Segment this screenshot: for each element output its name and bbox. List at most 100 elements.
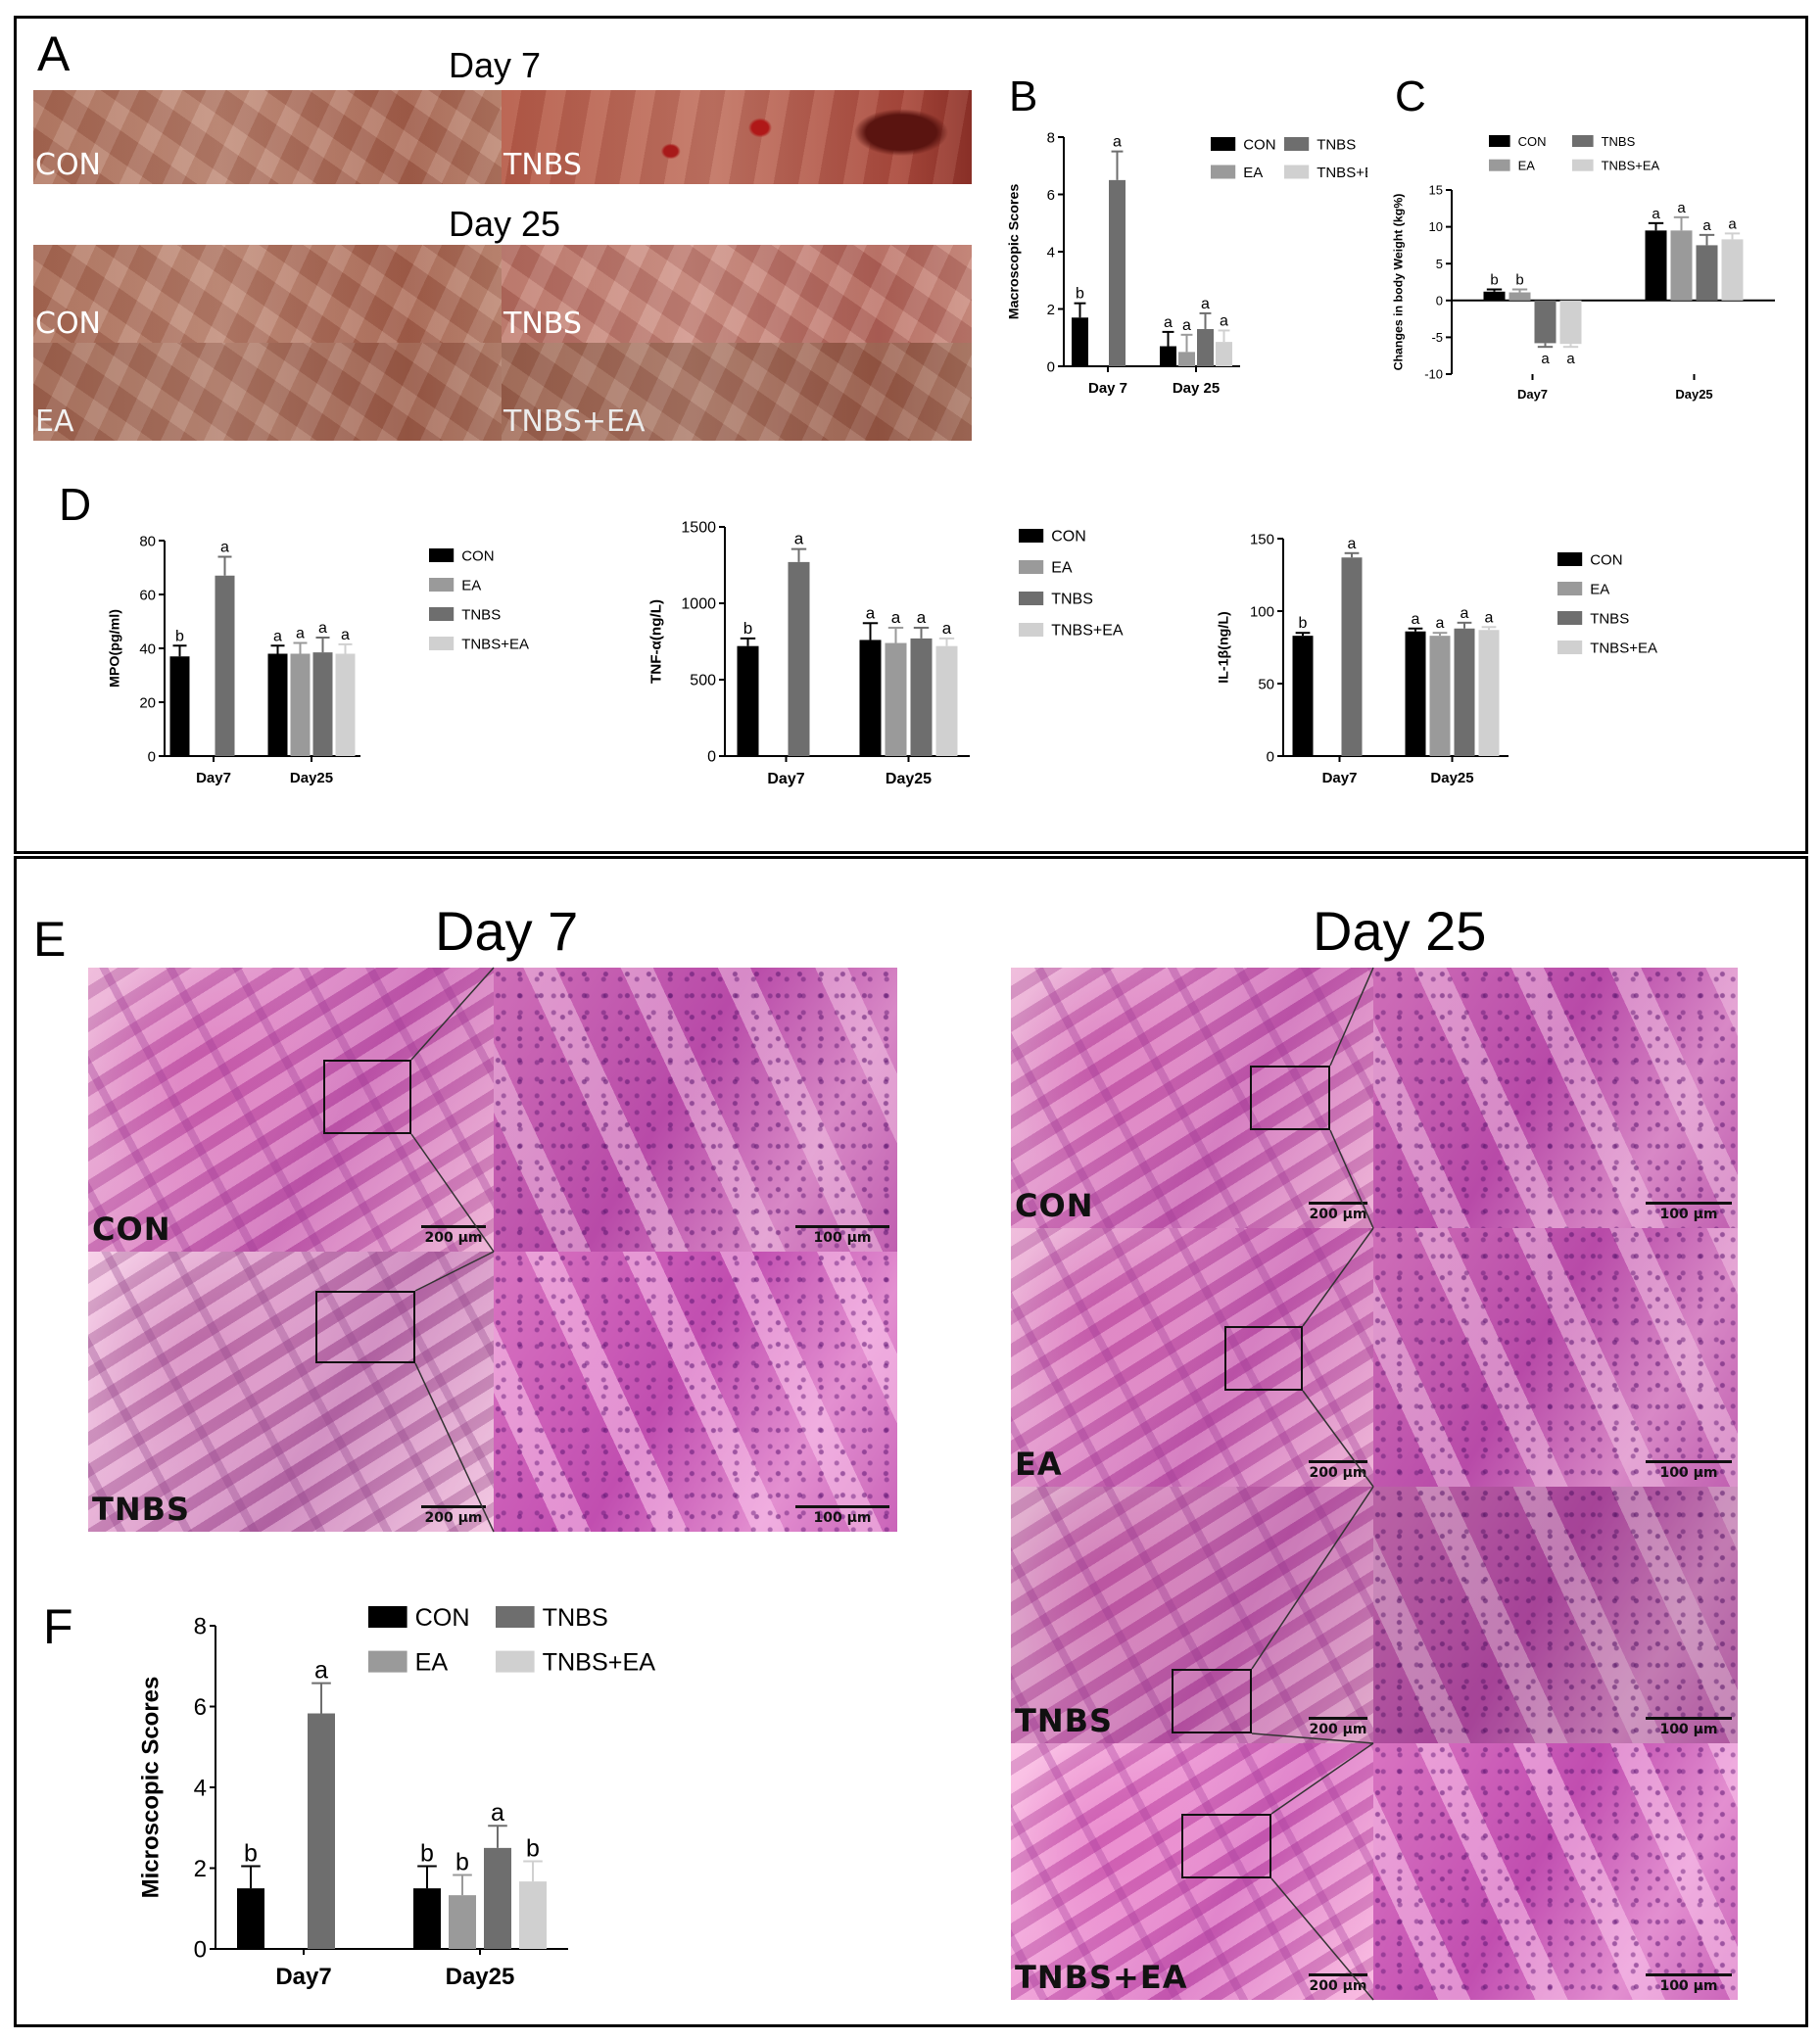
y-axis-label: TNF-α(ng/L) xyxy=(647,599,664,684)
bar xyxy=(1645,230,1667,301)
y-tick-label: 150 xyxy=(1250,531,1274,547)
y-axis-label: Macroscopic Scores xyxy=(1007,184,1023,320)
y-tick-label: 4 xyxy=(1047,244,1055,261)
significance-letter: a xyxy=(1436,615,1445,632)
scale-bar-label: 100 μm xyxy=(813,1230,872,1246)
legend-label: TNBS xyxy=(1317,137,1356,154)
scale-bar-100: 100 μm xyxy=(1646,1202,1732,1222)
scale-bar-label: 100 μm xyxy=(1659,1978,1718,1994)
zoom-region-box xyxy=(1181,1814,1271,1878)
zoom-region-box xyxy=(1224,1326,1303,1391)
histology-label-tnbs-ea: TNBS+EA xyxy=(1015,1959,1188,1996)
legend-label: TNBS xyxy=(461,607,501,624)
significance-letter: b xyxy=(1299,615,1308,632)
legend-swatch xyxy=(1557,552,1583,566)
connector-line xyxy=(410,967,495,1061)
scale-bar-100: 100 μm xyxy=(795,1505,889,1526)
photo-label-tnbs: TNBS xyxy=(503,307,582,341)
legend-swatch xyxy=(1557,611,1583,625)
bar xyxy=(169,656,190,756)
y-tick-label: 8 xyxy=(1047,129,1055,146)
legend-swatch xyxy=(429,637,455,650)
bar xyxy=(1405,631,1426,756)
bar xyxy=(935,645,958,756)
bar xyxy=(290,653,311,756)
y-tick-label: 15 xyxy=(1429,183,1443,198)
y-axis-label: Changes in body Weight (kg%) xyxy=(1392,194,1406,371)
connector-line xyxy=(1251,1732,1374,1744)
y-tick-label: 4 xyxy=(194,1775,207,1801)
y-tick-label: 80 xyxy=(139,533,156,549)
y-tick-label: 1500 xyxy=(681,520,716,537)
x-tick-label: Day7 xyxy=(196,770,231,786)
bar xyxy=(1072,317,1088,366)
panel-e-day25-title: Day 25 xyxy=(1313,900,1487,962)
bar xyxy=(1670,230,1693,301)
significance-letter: b xyxy=(455,1849,469,1876)
panel-a-day7-title: Day 7 xyxy=(449,45,542,85)
significance-letter: a xyxy=(942,619,952,638)
significance-letter: a xyxy=(1461,605,1469,622)
legend-label: EA xyxy=(1518,159,1536,173)
y-tick-label: -5 xyxy=(1431,330,1443,345)
connector-line xyxy=(1329,1129,1374,1229)
significance-letter: b xyxy=(1076,286,1084,303)
y-tick-label: 5 xyxy=(1436,257,1443,271)
legend-swatch xyxy=(1019,592,1044,605)
bottom-figure-frame xyxy=(14,856,1808,2027)
x-tick-label: Day 25 xyxy=(1173,380,1220,397)
y-tick-label: 2 xyxy=(194,1856,207,1882)
significance-letter: a xyxy=(273,628,282,644)
legend-swatch xyxy=(1489,159,1510,171)
connector-line xyxy=(1302,1390,1374,1488)
significance-letter: b xyxy=(1515,272,1523,289)
bar xyxy=(308,1713,335,1949)
legend-swatch xyxy=(1019,529,1044,543)
legend-swatch xyxy=(1019,623,1044,637)
x-tick-label: Day25 xyxy=(290,770,333,786)
x-tick-label: Day7 xyxy=(1322,770,1358,786)
bar xyxy=(519,1881,547,1949)
x-tick-label: Day25 xyxy=(1430,770,1473,786)
panel-e-day7-title: Day 7 xyxy=(435,900,579,962)
significance-letter: a xyxy=(891,608,901,627)
legend-swatch xyxy=(1284,165,1310,179)
x-tick-label: Day25 xyxy=(446,1964,515,1990)
y-tick-label: 50 xyxy=(1258,676,1274,692)
scale-bar-200: 200 μm xyxy=(1309,1717,1367,1737)
significance-letter: a xyxy=(1677,200,1686,216)
legend-swatch xyxy=(1019,560,1044,574)
scale-bar-100: 100 μm xyxy=(1646,1973,1732,1994)
panel-a-day25-title: Day 25 xyxy=(449,204,561,244)
gross-photo-day7-con: CON xyxy=(33,90,502,184)
legend-label: CON xyxy=(461,548,494,565)
bar xyxy=(484,1847,511,1949)
legend-swatch xyxy=(1284,137,1310,151)
legend-label: TNBS+EA xyxy=(543,1648,656,1676)
legend-label: TNBS+EA xyxy=(1602,159,1660,173)
scale-bar-label: 200 μm xyxy=(1309,1722,1367,1737)
bar xyxy=(1721,239,1744,301)
y-tick-label: 0 xyxy=(1436,293,1443,308)
scale-bar-label: 200 μm xyxy=(424,1510,483,1526)
scale-bar-label: 200 μm xyxy=(1309,1978,1367,1994)
legend-swatch xyxy=(429,578,455,592)
significance-letter: a xyxy=(866,603,876,622)
photo-label-ea: EA xyxy=(35,404,74,439)
bar xyxy=(1559,300,1582,345)
legend-swatch xyxy=(1572,159,1594,171)
histology-day25-con-overview: CON 200 μm xyxy=(1011,968,1373,1228)
scale-bar-100: 100 μm xyxy=(795,1225,889,1246)
significance-letter: b xyxy=(743,619,752,638)
legend-label: TNBS+EA xyxy=(1051,623,1124,640)
zoom-region-box xyxy=(315,1291,415,1363)
gross-photo-day25-tnbs: TNBS xyxy=(502,245,972,343)
photo-label-tnbs: TNBS xyxy=(503,148,582,182)
legend-swatch xyxy=(429,607,455,621)
bar xyxy=(859,640,882,756)
legend-swatch xyxy=(429,548,455,562)
significance-letter: b xyxy=(1490,272,1498,289)
bar xyxy=(737,645,759,756)
